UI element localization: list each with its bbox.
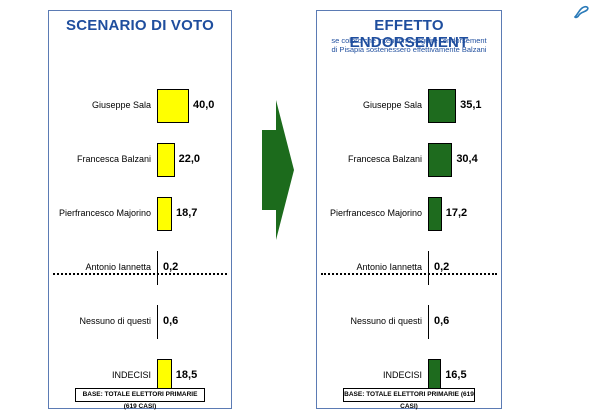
subtitle-line: se coloro che intendono seguire l'endors… bbox=[331, 36, 487, 45]
category-label: Antonio Iannetta bbox=[356, 262, 422, 272]
value-label: 0,6 bbox=[163, 315, 179, 327]
category-label: INDECISI bbox=[111, 370, 151, 380]
bar bbox=[428, 305, 430, 339]
value-label: 30,4 bbox=[456, 153, 478, 165]
chart-title: SCENARIO DI VOTO bbox=[66, 17, 214, 34]
bar bbox=[428, 197, 442, 231]
value-label: 0,6 bbox=[434, 315, 450, 327]
bar bbox=[157, 143, 175, 177]
category-label: Antonio Iannetta bbox=[85, 262, 151, 272]
category-label: Giuseppe Sala bbox=[362, 100, 422, 110]
base-note: BASE: TOTALE ELETTORI PRIMARIE (619 CASI… bbox=[75, 388, 205, 410]
bar bbox=[157, 251, 159, 285]
category-label: Francesca Balzani bbox=[76, 154, 151, 164]
bar bbox=[157, 197, 172, 231]
value-label: 0,2 bbox=[163, 261, 179, 273]
value-label: 22,0 bbox=[178, 153, 201, 165]
value-label: 18,7 bbox=[175, 207, 198, 219]
value-label: 35,1 bbox=[460, 99, 482, 111]
arrow-right-icon bbox=[262, 100, 294, 240]
value-label: 16,5 bbox=[445, 369, 467, 381]
bar bbox=[428, 251, 430, 285]
chart-subtitle: se coloro che intendono seguire l'endors… bbox=[317, 36, 501, 54]
category-label: Pierfrancesco Majorino bbox=[329, 208, 422, 218]
value-label: 17,2 bbox=[445, 207, 468, 219]
brand-logo-icon bbox=[573, 5, 589, 19]
category-label: INDECISI bbox=[382, 370, 422, 380]
divider bbox=[53, 273, 227, 275]
bar bbox=[157, 305, 159, 339]
value-label: 0,2 bbox=[434, 261, 450, 273]
chart-panel-scenario: SCENARIO DI VOTO Giuseppe Sala 40,0 France… bbox=[48, 10, 232, 410]
bar bbox=[157, 89, 189, 123]
category-label: Nessuno di questi bbox=[350, 316, 422, 326]
base-note: BASE: TOTALE ELETTORI PRIMARIE (619 CASI… bbox=[343, 388, 475, 410]
category-label: Francesca Balzani bbox=[347, 154, 422, 164]
category-label: Giuseppe Sala bbox=[91, 100, 151, 110]
bar bbox=[428, 143, 453, 177]
bar bbox=[428, 89, 457, 123]
chart-title: EFFETTO ENDORSEMENT bbox=[349, 17, 469, 51]
category-label: Pierfrancesco Majorino bbox=[58, 208, 151, 218]
chart-panel-endorsement: EFFETTO ENDORSEMENT se coloro che intend… bbox=[316, 10, 502, 410]
value-label: 40,0 bbox=[193, 99, 215, 111]
category-label: Nessuno di questi bbox=[79, 316, 151, 326]
value-label: 18,5 bbox=[175, 369, 198, 381]
divider bbox=[321, 273, 497, 275]
subtitle-line: di Pisapia sostenessero effettivamente B… bbox=[331, 45, 487, 54]
